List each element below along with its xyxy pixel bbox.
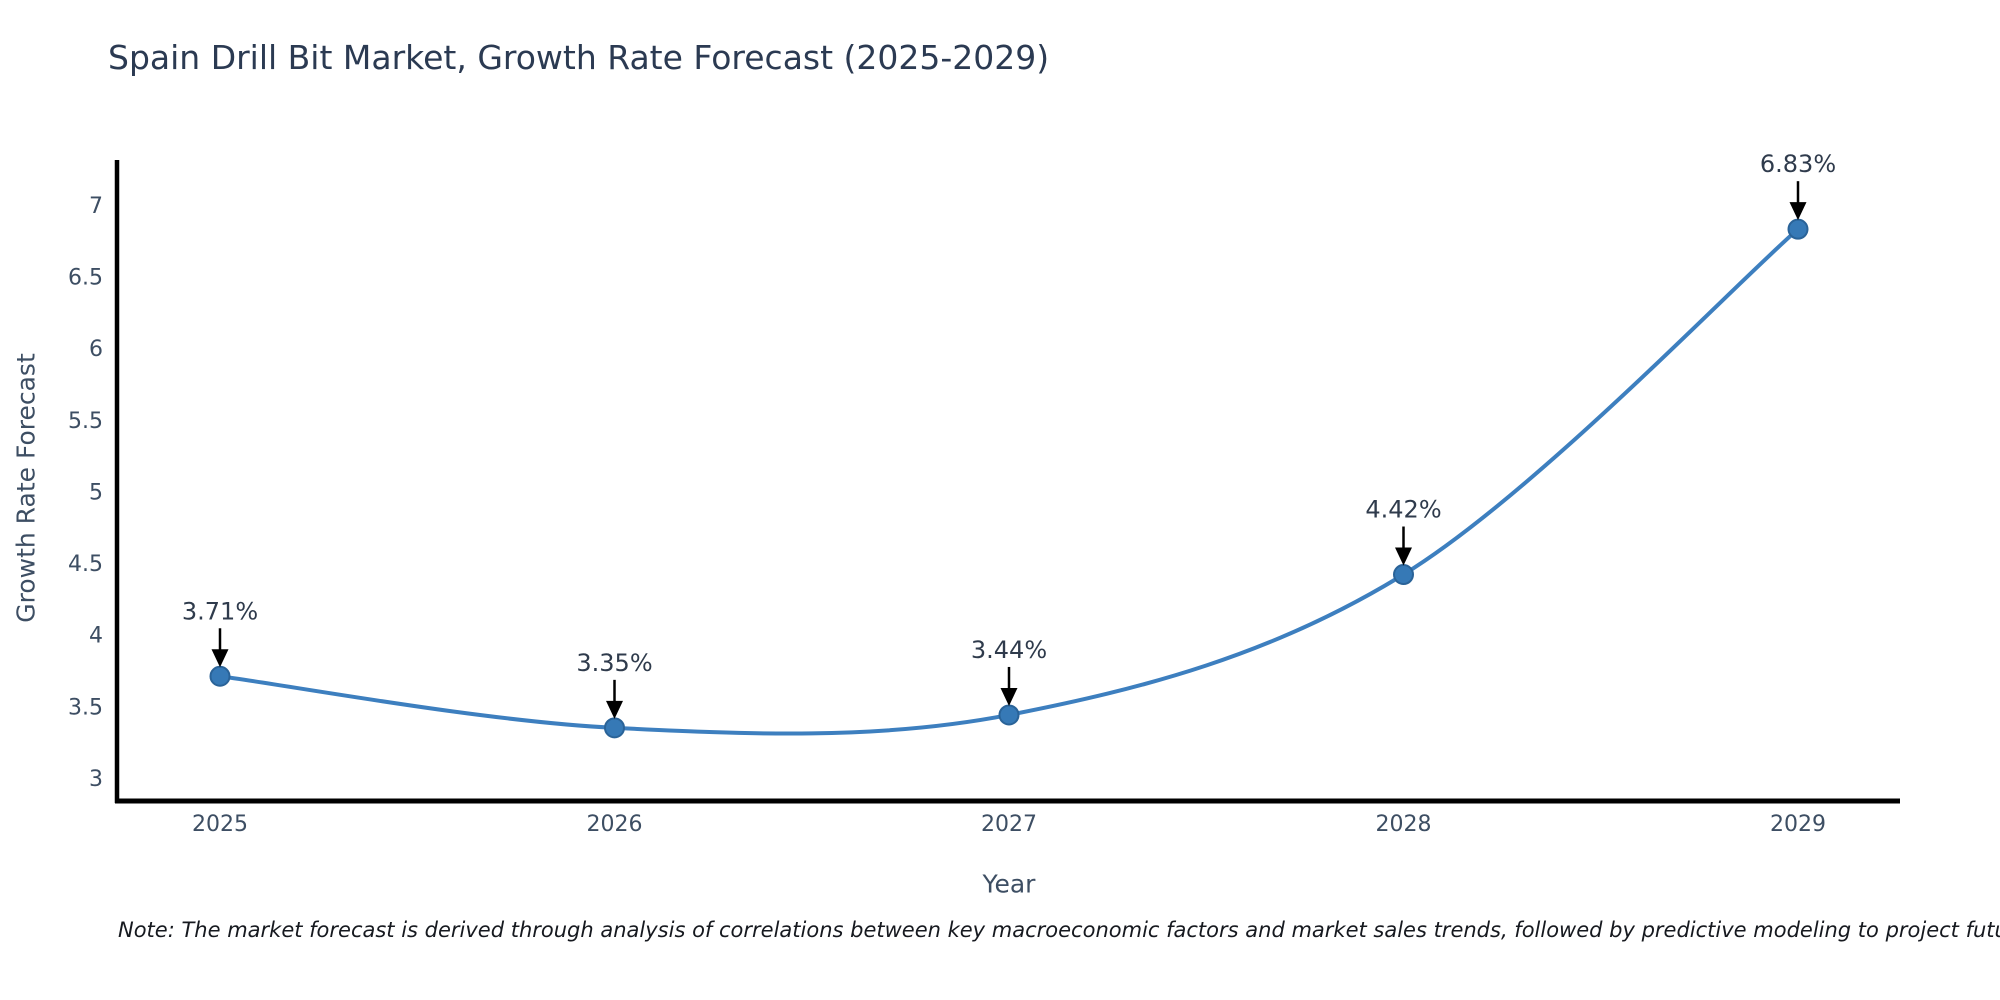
annotation-arrowhead	[1000, 687, 1018, 706]
annotation-arrowhead	[211, 649, 229, 668]
y-tick-label: 4	[89, 624, 103, 649]
data-point-marker	[998, 704, 1020, 726]
y-tick-label: 5	[89, 480, 103, 505]
annotation-arrowhead	[606, 700, 623, 719]
data-point-label: 3.35%	[576, 649, 652, 677]
x-tick-label: 2029	[1770, 812, 1826, 837]
forecast-line	[218, 227, 1800, 736]
y-tick-label: 6.5	[68, 265, 103, 290]
x-axis-title: Year	[982, 869, 1036, 899]
y-tick-label: 3	[89, 767, 103, 792]
y-tick-label: 3.5	[68, 695, 103, 720]
data-point-label: 3.44%	[971, 636, 1047, 664]
x-tick-label: 2026	[587, 812, 643, 837]
annotation-arrowhead	[1789, 202, 1807, 221]
data-point-marker	[209, 665, 231, 687]
data-point-label: 4.42%	[1365, 496, 1441, 524]
data-point-label: 6.83%	[1760, 150, 1836, 178]
annotation-arrowhead	[1395, 547, 1412, 566]
y-tick-label: 7	[89, 194, 103, 219]
data-point-marker	[1393, 564, 1414, 586]
data-point-marker	[604, 717, 625, 739]
x-tick-label: 2028	[1376, 812, 1432, 837]
data-point-marker	[1787, 218, 1809, 240]
y-tick-label: 6	[89, 337, 103, 362]
x-tick-label: 2027	[981, 812, 1037, 837]
y-tick-label: 5.5	[68, 409, 103, 434]
chart-title: Spain Drill Bit Market, Growth Rate Fore…	[108, 38, 1050, 77]
y-axis-title: Growth Rate Forecast	[11, 353, 41, 623]
data-point-label: 3.71%	[182, 597, 258, 625]
x-tick-label: 2025	[192, 812, 248, 837]
y-tick-label: 4.5	[68, 552, 103, 577]
footnote: Note: The market forecast is derived thr…	[118, 918, 2000, 942]
